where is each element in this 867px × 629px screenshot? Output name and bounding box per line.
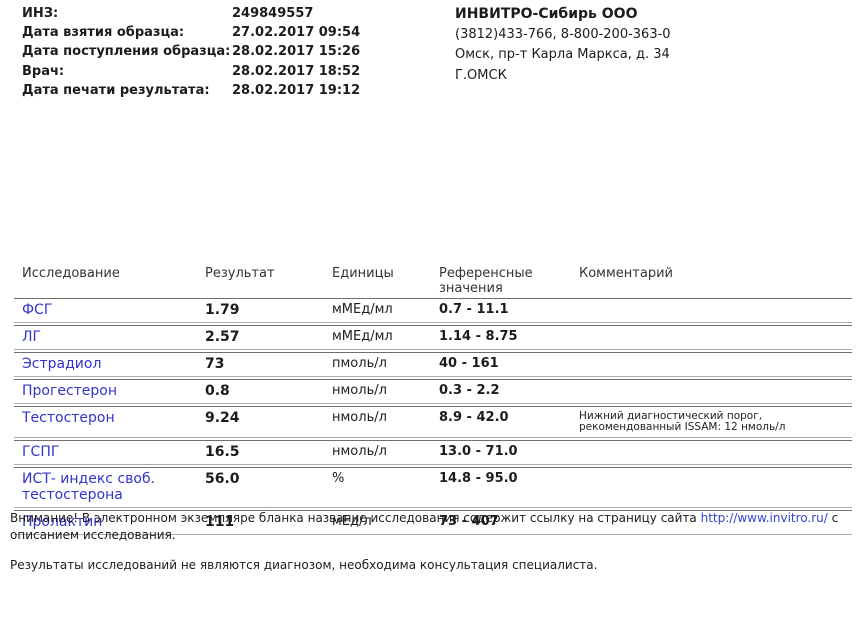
result-value: 73 — [205, 356, 225, 372]
lab-name: ИНВИТРО-Сибирь ООО — [455, 6, 638, 22]
comment-cell — [579, 471, 844, 503]
test-link-fsg[interactable]: ФСГ — [22, 302, 53, 318]
reference-range: 0.7 - 11.1 — [439, 302, 509, 317]
table-row-lg: ЛГ 2.57 мМЕд/мл 1.14 - 8.75 — [14, 325, 852, 350]
lab-address: Омск, пр-т Карла Маркса, д. 34 — [455, 47, 670, 62]
doctor-value: 28.02.2017 18:52 — [232, 63, 361, 79]
comment-cell — [579, 383, 844, 399]
units-value: нмоль/л — [332, 410, 387, 425]
table-row-progesterone: Прогестерон 0.8 нмоль/л 0.3 - 2.2 — [14, 379, 852, 404]
units-value: нмоль/л — [332, 444, 387, 459]
invitro-site-link[interactable]: http://www.invitro.ru/ — [700, 511, 828, 525]
result-value: 9.24 — [205, 410, 240, 426]
attention-note-text-before: Внимание! В электронном экземпляре бланк… — [10, 511, 701, 525]
column-header-test: Исследование — [22, 266, 120, 281]
results-table: Исследование Результат Единицы Референсн… — [14, 266, 852, 535]
units-value: нмоль/л — [332, 383, 387, 398]
reference-range: 13.0 - 71.0 — [439, 444, 518, 459]
comment-cell — [579, 329, 844, 345]
reference-range: 0.3 - 2.2 — [439, 383, 500, 398]
lab-phones: (3812)433-766, 8-800-200-363-0 — [455, 26, 671, 42]
comment-cell — [579, 302, 844, 318]
comment-cell — [579, 356, 844, 372]
attention-note-text-after: с описанием исследования. — [10, 511, 839, 542]
result-value: 16.5 — [205, 444, 240, 460]
result-value: 56.0 — [205, 471, 240, 487]
sample-received-value: 28.02.2017 15:26 — [232, 44, 361, 60]
test-link-lg[interactable]: ЛГ — [22, 329, 42, 345]
test-link-progesterone[interactable]: Прогестерон — [22, 383, 118, 399]
column-header-units: Единицы — [332, 266, 394, 281]
result-value: 1.79 — [205, 302, 240, 318]
units-value: мМЕд/мл — [332, 329, 393, 344]
result-value: 2.57 — [205, 329, 240, 345]
sample-taken-value: 27.02.2017 09:54 — [232, 25, 361, 41]
result-value: 0.8 — [205, 383, 230, 399]
table-row-fsg: ФСГ 1.79 мМЕд/мл 0.7 - 11.1 — [14, 298, 852, 323]
comment-cell — [579, 444, 844, 460]
inz-value: 249849557 — [232, 6, 314, 21]
result-value: 111 — [205, 514, 235, 530]
meta-row-sample-received: Дата поступления образца: 28.02.2017 15:… — [22, 42, 360, 61]
reference-range: 40 - 161 — [439, 356, 499, 371]
disclaimer-note: Результаты исследований не являются диаг… — [10, 558, 598, 572]
meta-row-inz: ИНЗ: 249849557 — [22, 4, 360, 23]
sample-taken-label: Дата взятия образца: — [22, 25, 185, 41]
units-value: % — [332, 471, 345, 486]
column-header-result: Результат — [205, 266, 275, 281]
print-date-label: Дата печати результата: — [22, 82, 210, 98]
sample-received-label: Дата поступления образца: — [22, 44, 231, 60]
reference-range: 1.14 - 8.75 — [439, 329, 518, 344]
test-link-testosterone[interactable]: Тестостерон — [22, 410, 115, 426]
table-row-gspg: ГСПГ 16.5 нмоль/л 13.0 - 71.0 — [14, 440, 852, 465]
meta-row-doctor: Врач: 28.02.2017 18:52 — [22, 62, 360, 81]
column-header-comment: Комментарий — [579, 266, 673, 281]
reference-range: 73 - 407 — [439, 514, 499, 529]
units-value: мЕд/л — [332, 514, 372, 529]
units-value: пмоль/л — [332, 356, 387, 371]
comment-cell: Нижний диагностический порог, рекомендов… — [579, 410, 786, 433]
inz-label: ИНЗ: — [22, 6, 59, 21]
table-row-ist: ИСТ- индекс своб. тестостерона 56.0 % 14… — [14, 467, 852, 508]
column-header-reference: Референсные значения — [439, 266, 533, 296]
sample-meta-block: ИНЗ: 249849557 Дата взятия образца: 27.0… — [22, 4, 360, 100]
reference-range: 14.8 - 95.0 — [439, 471, 518, 486]
attention-note: Внимание! В электронном экземпляре бланк… — [10, 510, 850, 544]
meta-row-sample-taken: Дата взятия образца: 27.02.2017 09:54 — [22, 23, 360, 42]
table-row-prolactin: Пролактин 111 мЕд/л 73 - 407 — [14, 510, 852, 535]
table-row-testosterone: Тестостерон 9.24 нмоль/л 8.9 - 42.0 Нижн… — [14, 406, 852, 438]
footer-notes: Внимание! В электронном экземпляре бланк… — [10, 510, 850, 574]
lab-city: Г.ОМСК — [455, 67, 507, 83]
table-header-row: Исследование Результат Единицы Референсн… — [14, 266, 852, 298]
test-link-estradiol[interactable]: Эстрадиол — [22, 356, 102, 372]
meta-row-print-date: Дата печати результата: 28.02.2017 19:12 — [22, 81, 360, 100]
test-link-prolactin[interactable]: Пролактин — [22, 514, 103, 530]
test-link-gspg[interactable]: ГСПГ — [22, 444, 60, 460]
table-row-estradiol: Эстрадиол 73 пмоль/л 40 - 161 — [14, 352, 852, 377]
doctor-label: Врач: — [22, 63, 65, 79]
print-date-value: 28.02.2017 19:12 — [232, 82, 361, 98]
units-value: мМЕд/мл — [332, 302, 393, 317]
test-link-ist[interactable]: ИСТ- индекс своб. тестостерона — [22, 471, 156, 503]
lab-info-block: ИНВИТРО-Сибирь ООО (3812)433-766, 8-800-… — [455, 4, 671, 86]
reference-range: 8.9 - 42.0 — [439, 410, 509, 425]
